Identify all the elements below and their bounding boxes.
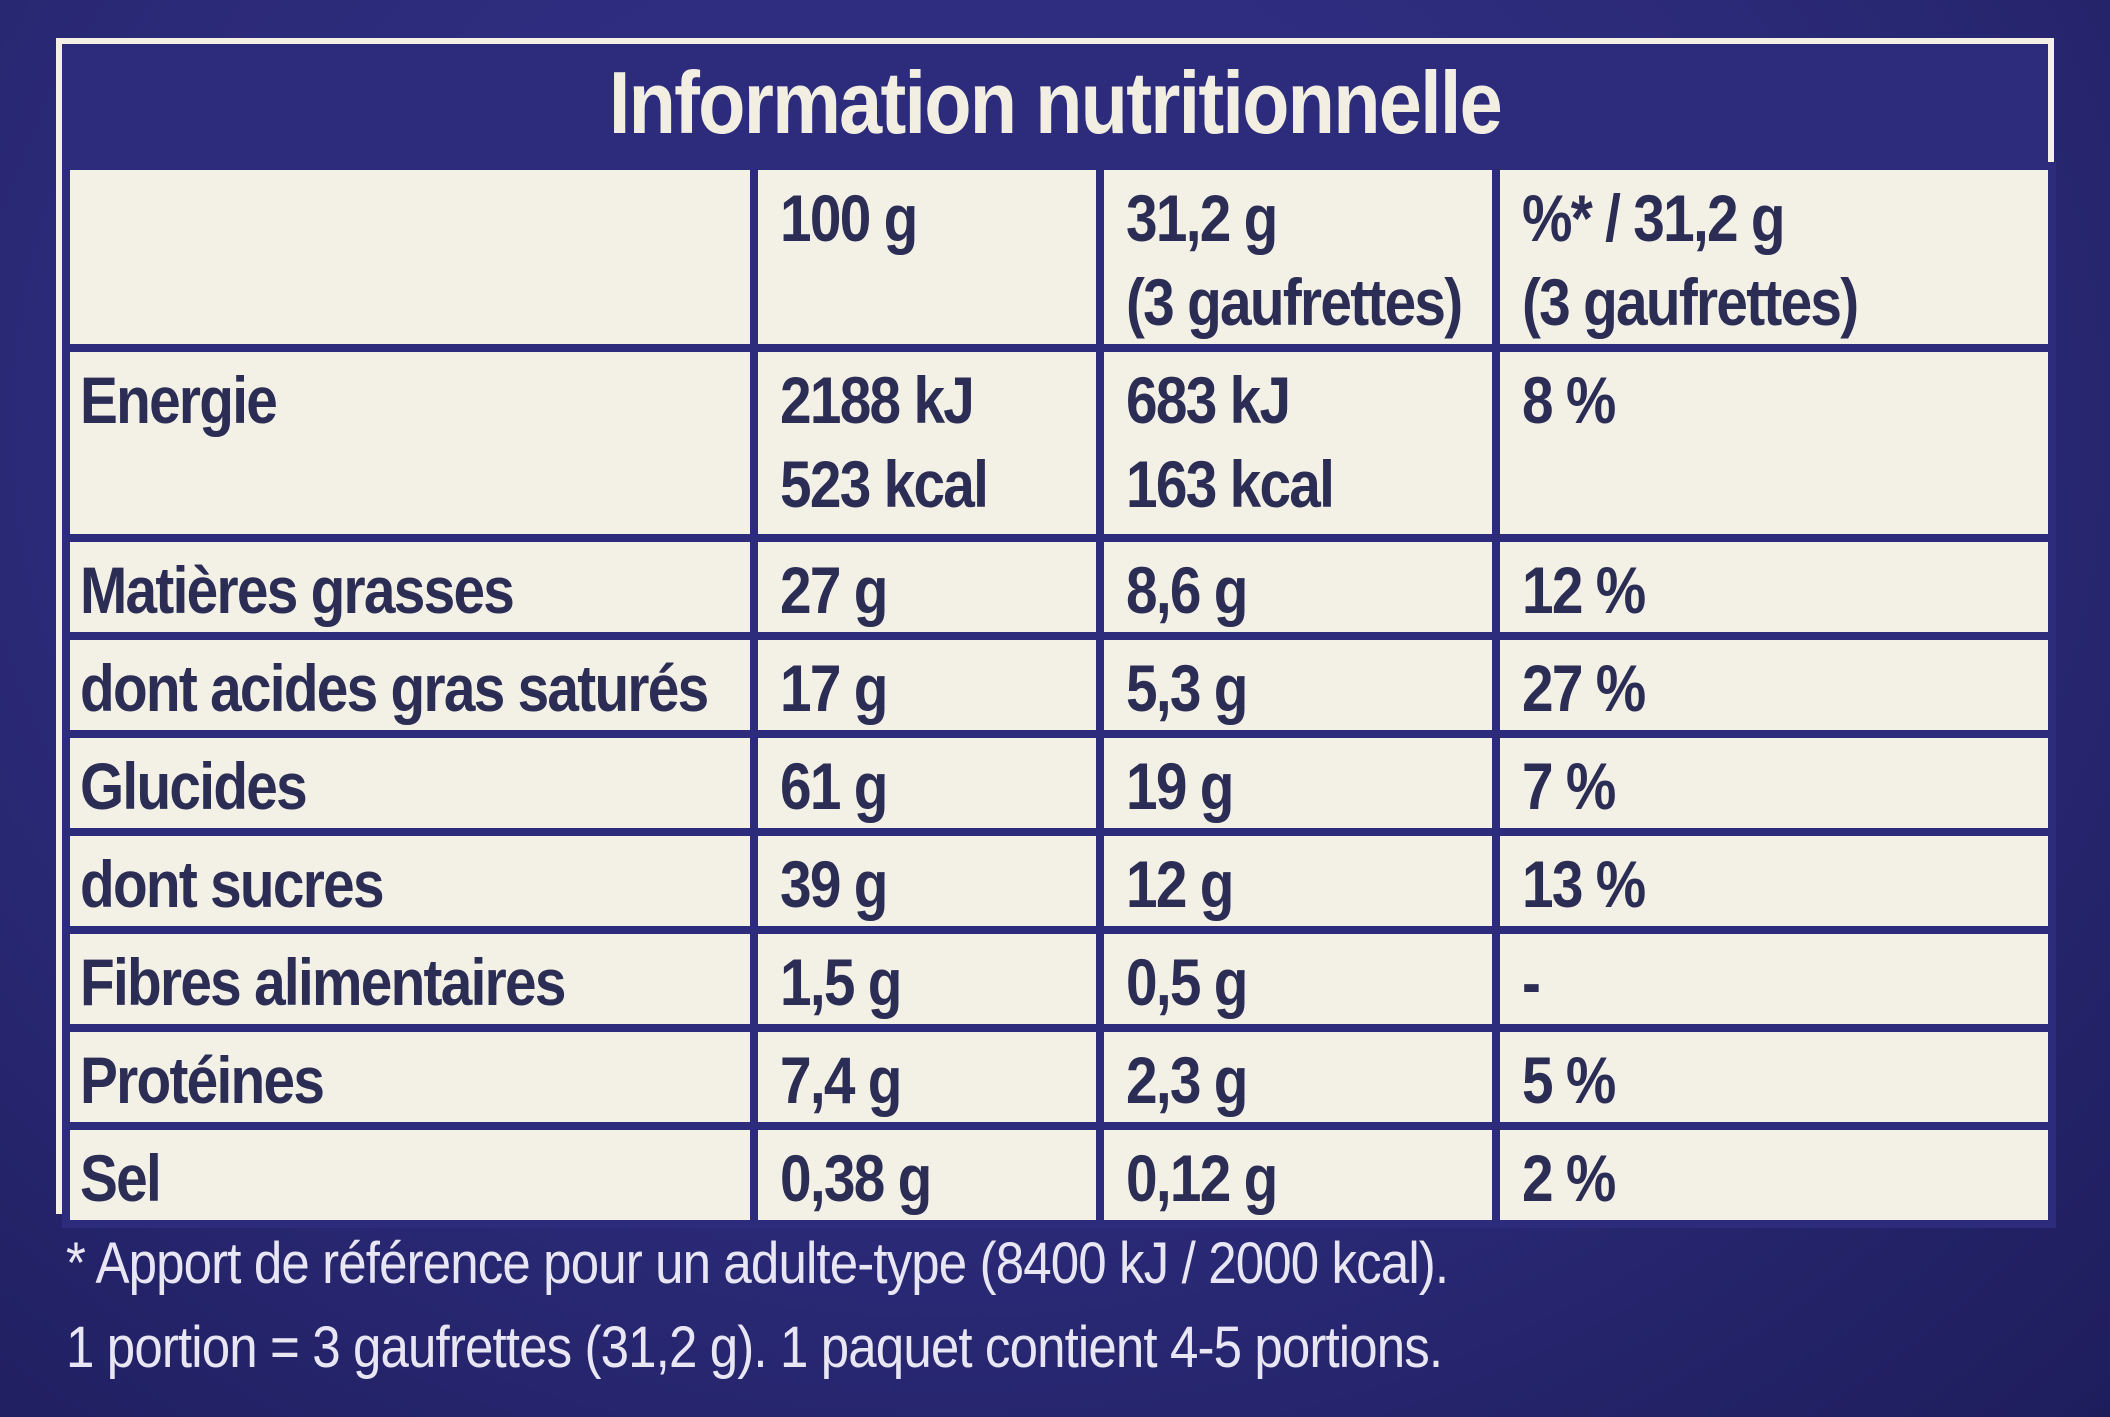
- value-reference-intake: 5 %: [1492, 1024, 2056, 1130]
- table-row: Protéines 7,4 g 2,3 g 5 %: [62, 1024, 2056, 1130]
- table-row: Matières grasses 27 g 8,6 g 12 %: [62, 534, 2056, 640]
- row-label: dont acides gras saturés: [62, 632, 758, 738]
- table-row: dont sucres 39 g 12 g 13 %: [62, 828, 2056, 934]
- value-portion: 2,3 g: [1096, 1024, 1500, 1130]
- row-label: Protéines: [62, 1024, 758, 1130]
- header-portion: 31,2 g (3 gaufrettes): [1096, 162, 1500, 352]
- table-row: Energie 2188 kJ 523 kcal 683 kJ 163 kcal 8…: [62, 344, 2056, 542]
- footnote-reference-intake: * Apport de référence pour un adulte-typ…: [66, 1231, 1449, 1296]
- value-portion: 19 g: [1096, 730, 1500, 836]
- header-reference-intake: %* / 31,2 g (3 gaufrettes): [1492, 162, 2056, 352]
- row-label: Energie: [62, 344, 758, 542]
- table-row: dont acides gras saturés 17 g 5,3 g 27 %: [62, 632, 2056, 738]
- value-reference-intake: 27 %: [1492, 632, 2056, 738]
- value-100g: 61 g: [750, 730, 1104, 836]
- header-row: 100 g 31,2 g (3 gaufrettes) %* / 31,2 g (3…: [62, 162, 2056, 352]
- row-label: dont sucres: [62, 828, 758, 934]
- value-reference-intake: 7 %: [1492, 730, 2056, 836]
- value-100g: 2188 kJ 523 kcal: [750, 344, 1104, 542]
- footnote-portion-info: 1 portion = 3 gaufrettes (31,2 g). 1 paq…: [66, 1315, 1443, 1380]
- header-empty-cell: [62, 162, 758, 352]
- table-row: Glucides 61 g 19 g 7 %: [62, 730, 2056, 836]
- row-label: Sel: [62, 1122, 758, 1228]
- value-portion: 8,6 g: [1096, 534, 1500, 640]
- value-reference-intake: 13 %: [1492, 828, 2056, 934]
- value-reference-intake: 8 %: [1492, 344, 2056, 542]
- row-label: Fibres alimentaires: [62, 926, 758, 1032]
- nutrition-table: 100 g 31,2 g (3 gaufrettes) %* / 31,2 g (3…: [62, 162, 2056, 1228]
- value-100g: 7,4 g: [750, 1024, 1104, 1130]
- title-bar: Information nutritionnelle: [62, 44, 2048, 162]
- table-row: Fibres alimentaires 1,5 g 0,5 g -: [62, 926, 2056, 1032]
- value-portion: 683 kJ 163 kcal: [1096, 344, 1500, 542]
- table-title: Information nutritionnelle: [608, 53, 1503, 152]
- row-label: Matières grasses: [62, 534, 758, 640]
- value-portion: 0,12 g: [1096, 1122, 1500, 1228]
- header-100g: 100 g: [750, 162, 1104, 352]
- value-portion: 0,5 g: [1096, 926, 1500, 1032]
- value-100g: 0,38 g: [750, 1122, 1104, 1228]
- value-100g: 17 g: [750, 632, 1104, 738]
- table-row: Sel 0,38 g 0,12 g 2 %: [62, 1122, 2056, 1228]
- value-reference-intake: 2 %: [1492, 1122, 2056, 1228]
- row-label: Glucides: [62, 730, 758, 836]
- value-reference-intake: 12 %: [1492, 534, 2056, 640]
- value-100g: 39 g: [750, 828, 1104, 934]
- value-portion: 12 g: [1096, 828, 1500, 934]
- value-portion: 5,3 g: [1096, 632, 1500, 738]
- value-100g: 27 g: [750, 534, 1104, 640]
- footnote: * Apport de référence pour un adulte-typ…: [66, 1222, 2046, 1390]
- value-reference-intake: -: [1492, 926, 2056, 1032]
- value-100g: 1,5 g: [750, 926, 1104, 1032]
